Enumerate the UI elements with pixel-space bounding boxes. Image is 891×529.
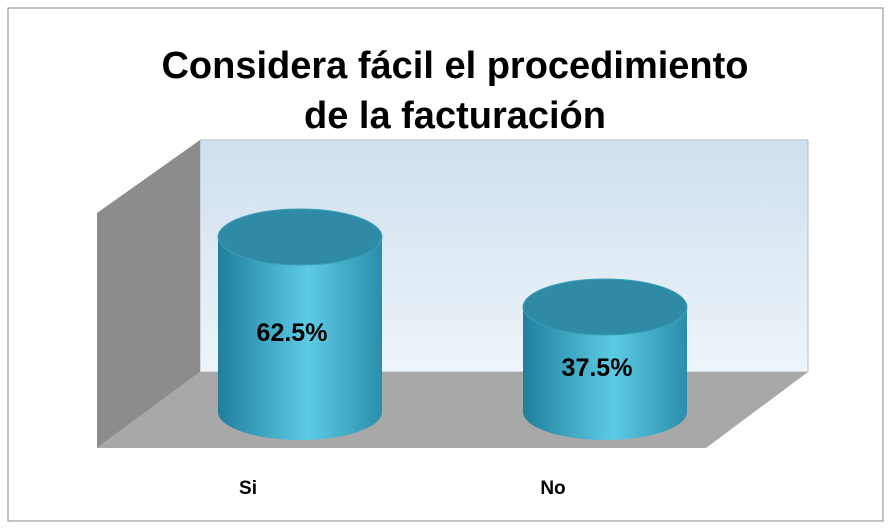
floor [97,372,808,448]
cylinder-top [217,208,383,266]
side-wall [97,140,200,448]
cylinder-body [218,237,382,440]
chart-title: de la facturación [304,95,606,137]
chart-title: Considera fácil el procedimiento [161,45,748,87]
x-tick-label: Si [239,478,257,499]
x-tick-label: No [540,478,565,499]
value-label: 37.5% [562,354,633,382]
value-label: 62.5% [257,319,328,347]
cylinder-body [523,307,687,440]
cylinder-top [522,278,688,336]
